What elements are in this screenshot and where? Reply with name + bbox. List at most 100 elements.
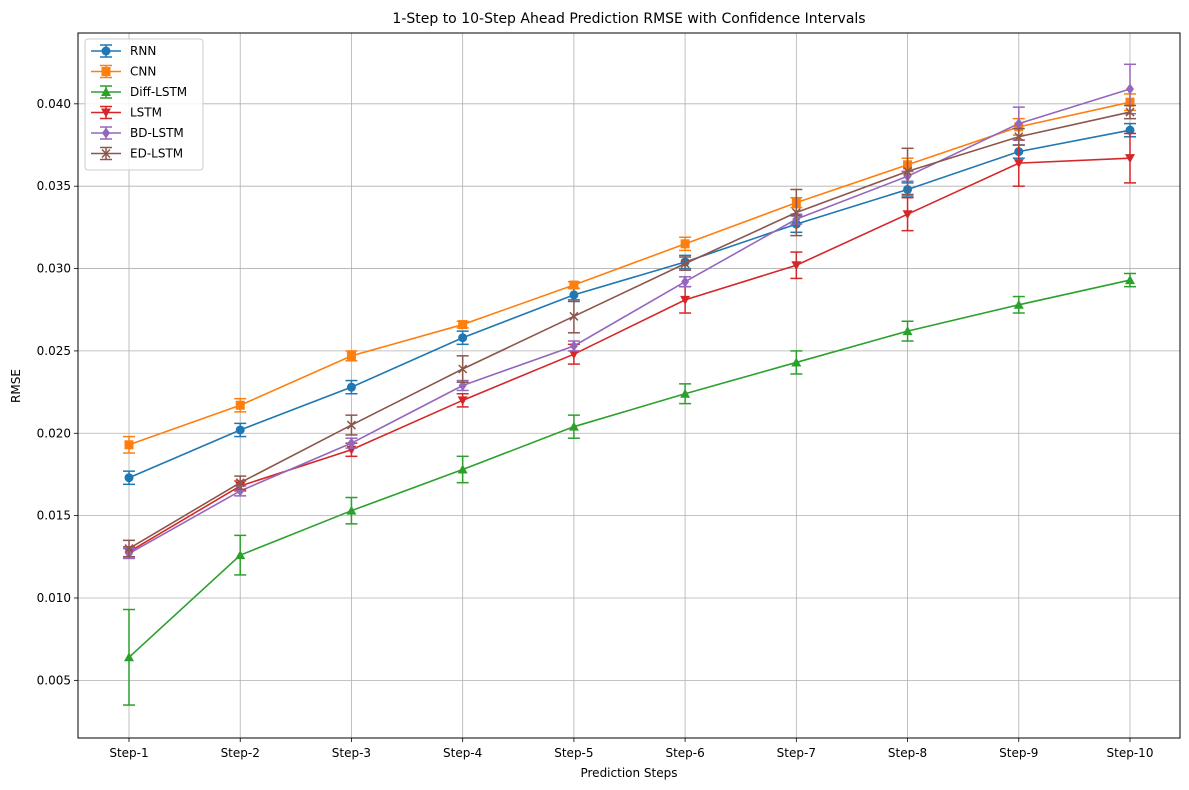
point-lstm [902,210,913,220]
point-ed-lstm [458,364,468,374]
line-rnn [128,129,1131,479]
point-cnn [569,280,579,290]
legend-label: ED-LSTM [130,147,183,161]
point-diff-lstm [346,505,357,515]
line-lstm [128,157,1131,553]
point-ed-lstm [346,420,356,430]
legend-label: RNN [130,44,156,58]
point-bd-lstm [569,340,578,352]
point-diff-lstm [568,421,579,431]
x-tick-label: Step-7 [777,746,816,760]
x-tick-label: Step-8 [888,746,927,760]
point-ed-lstm [1125,107,1135,117]
point-diff-lstm [1013,299,1024,309]
point-rnn [458,333,468,343]
legend: RNN CNN Diff-LSTM LSTM BD-LSTM ED-LSTM [84,38,204,171]
x-tick-label: Step-4 [443,746,482,760]
point-cnn [124,440,134,450]
point-diff-lstm [235,550,246,560]
point-bd-lstm [347,437,356,449]
legend-item-cnn: CNN [91,65,156,79]
point-lstm [457,396,468,406]
legend-item-diff-lstm: Diff-LSTM [91,85,187,99]
legend-item-rnn: RNN [91,44,156,58]
series-lstm [123,132,1136,558]
point-lstm [568,350,579,360]
legend-item-lstm: LSTM [91,106,162,120]
x-tick-label: Step-9 [999,746,1038,760]
point-ed-lstm [235,478,245,488]
x-tick-label: Step-2 [221,746,260,760]
plot-frame [77,32,1181,739]
x-tick-label: Step-1 [109,746,148,760]
series-ed-lstm [123,104,1136,558]
y-tick-label: 0.030 [37,262,71,276]
point-lstm [791,261,802,271]
point-rnn [569,290,579,300]
y-tick-label: 0.025 [37,344,71,358]
point-diff-lstm [680,388,691,398]
line-bd-lstm [128,88,1131,555]
point-diff-lstm [457,464,468,474]
point-bd-lstm [1014,118,1023,130]
x-axis-ticks: Step-1 Step-2 Step-3 Step-4 Step-5 Step-6 Step… [109,738,1153,760]
point-ed-lstm [1014,132,1024,142]
legend-marker-lstm [101,108,111,118]
legend-label: BD-LSTM [130,126,184,140]
legend-marker-diff-lstm [101,87,111,96]
y-tick-label: 0.020 [37,426,71,440]
point-ed-lstm [124,544,134,554]
series-layer [123,63,1136,706]
point-diff-lstm [902,326,913,336]
point-lstm [680,295,691,305]
grid [78,33,1180,738]
point-bd-lstm [236,485,245,497]
point-rnn [346,382,356,392]
x-tick-label: Step-3 [332,746,371,760]
point-lstm [1013,159,1024,169]
point-cnn [458,320,468,330]
legend-label: LSTM [130,106,162,120]
x-tick-label: Step-5 [554,746,593,760]
series-rnn [123,122,1136,486]
point-cnn [346,351,356,361]
x-tick-label: Step-10 [1107,746,1154,760]
line-ed-lstm [128,111,1131,550]
y-axis-label: RMSE [9,369,23,403]
point-rnn [124,473,134,483]
x-tick-label: Step-6 [665,746,704,760]
point-rnn [1125,125,1135,135]
line-cnn [128,101,1131,446]
legend-label: CNN [130,65,156,79]
y-tick-label: 0.040 [37,97,71,111]
point-ed-lstm [791,208,801,218]
y-tick-label: 0.005 [37,673,71,687]
legend-marker-rnn [101,46,111,56]
point-rnn [235,425,245,435]
y-tick-label: 0.015 [37,509,71,523]
point-cnn [235,400,245,410]
legend-marker-ed-lstm [101,148,111,159]
y-tick-label: 0.010 [37,591,71,605]
legend-item-bd-lstm: BD-LSTM [91,126,184,140]
point-bd-lstm [1126,83,1134,95]
legend-label: Diff-LSTM [130,85,187,99]
series-diff-lstm [123,272,1136,706]
point-cnn [680,239,690,249]
x-axis-label: Prediction Steps [580,766,677,780]
y-axis-ticks: 0.005 0.010 0.015 0.020 0.025 0.030 0.035 0.040 [37,97,78,687]
chart-title: 1-Step to 10-Step Ahead Prediction RMSE … [392,11,865,27]
point-ed-lstm [903,166,913,176]
point-ed-lstm [569,311,579,321]
legend-marker-cnn [101,67,111,76]
point-diff-lstm [791,357,802,367]
line-diff-lstm [128,279,1131,658]
point-lstm [1125,154,1135,164]
legend-item-ed-lstm: ED-LSTM [91,147,183,161]
legend-marker-bd-lstm [102,127,110,139]
point-diff-lstm [1125,275,1135,285]
point-bd-lstm [681,276,690,288]
point-diff-lstm [124,652,134,662]
y-tick-label: 0.035 [37,179,71,193]
